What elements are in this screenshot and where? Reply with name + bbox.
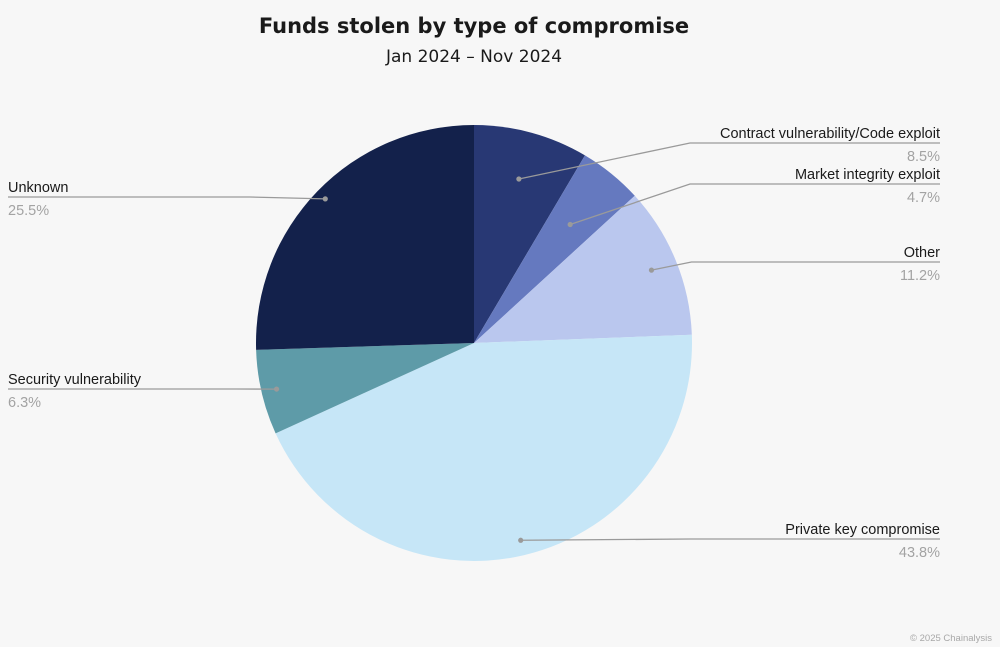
leader-dot-market-integrity-exploit [567,221,573,228]
leader-dot-security-vulnerability [273,386,280,392]
slice-label-market-integrity-exploit: Market integrity exploit [795,167,940,183]
leader-line-market-integrity-exploit [569,183,940,226]
pie-slices [256,125,692,561]
slice-label-security-vulnerability: Security vulnerability [8,372,142,388]
slice-value-private-key-compromise: 43.8% [899,545,940,561]
slice-label-contract-vulnerability-code-exploit: Contract vulnerability/Code exploit [720,126,940,142]
slice-label-other: Other [904,245,940,261]
slice-value-other: 11.2% [900,268,940,284]
leader-line-other [651,261,940,271]
slice-labels: Contract vulnerability/Code exploit 8.5% M… [8,126,940,561]
leader-line-contract-vulnerability-code-exploit [518,142,940,180]
slice-value-security-vulnerability: 6.3% [8,395,41,411]
slice-security-vulnerability [256,343,474,434]
credit-text: © 2025 Chainalysis [910,633,992,644]
leader-line-private-key-compromise [520,538,940,541]
slice-private-key-compromise [275,334,692,561]
leader-dot-private-key-compromise [518,537,524,543]
leader-dot-other [648,267,655,273]
slice-value-unknown: 25.5% [8,203,49,219]
slice-contract-vulnerability-code-exploit [474,125,585,343]
leader-dot-contract-vulnerability-code-exploit [516,176,522,182]
chart-title: Funds stolen by type of compromise [259,14,689,38]
slice-label-private-key-compromise: Private key compromise [785,522,940,538]
leader-lines [8,142,940,543]
slice-value-contract-vulnerability-code-exploit: 8.5% [907,149,940,165]
slice-unknown [256,125,474,350]
slice-label-unknown: Unknown [8,180,68,196]
leader-line-unknown [8,196,326,200]
leader-dot-unknown [322,196,328,202]
slice-market-integrity-exploit [474,155,635,343]
slice-other [474,195,692,343]
slice-value-market-integrity-exploit: 4.7% [907,190,940,206]
chart-subtitle: Jan 2024 – Nov 2024 [385,47,562,67]
